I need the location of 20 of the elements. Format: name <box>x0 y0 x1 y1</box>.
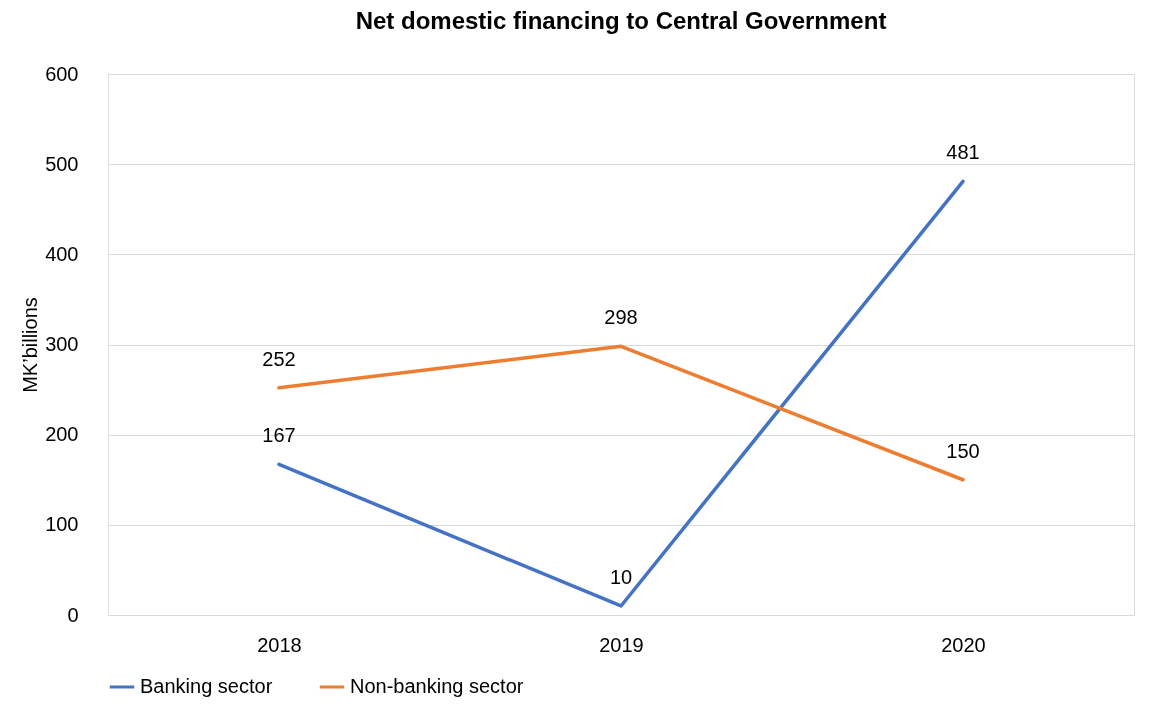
legend-label: Non-banking sector <box>350 675 524 697</box>
chart-title: Net domestic financing to Central Government <box>355 7 887 34</box>
x-tick-label: 2019 <box>599 633 644 656</box>
x-tick-label: 2020 <box>941 633 986 656</box>
y-tick-label: 200 <box>45 423 79 446</box>
data-label: 167 <box>262 424 296 447</box>
y-tick-label: 500 <box>45 152 79 175</box>
y-tick-label: 300 <box>45 333 79 355</box>
y-tick-label: 100 <box>45 513 79 536</box>
data-label: 298 <box>604 306 638 329</box>
y-axis-title: MK’billions <box>19 297 42 393</box>
data-label: 150 <box>946 439 980 462</box>
y-tick-label: 0 <box>67 603 79 626</box>
x-tick-label: 2018 <box>257 633 302 656</box>
data-label: 10 <box>609 565 633 588</box>
legend-label: Banking sector <box>140 675 273 697</box>
data-label: 481 <box>946 141 980 164</box>
data-label: 252 <box>262 347 296 370</box>
y-tick-label: 400 <box>45 242 79 265</box>
y-tick-label: 600 <box>45 62 79 85</box>
